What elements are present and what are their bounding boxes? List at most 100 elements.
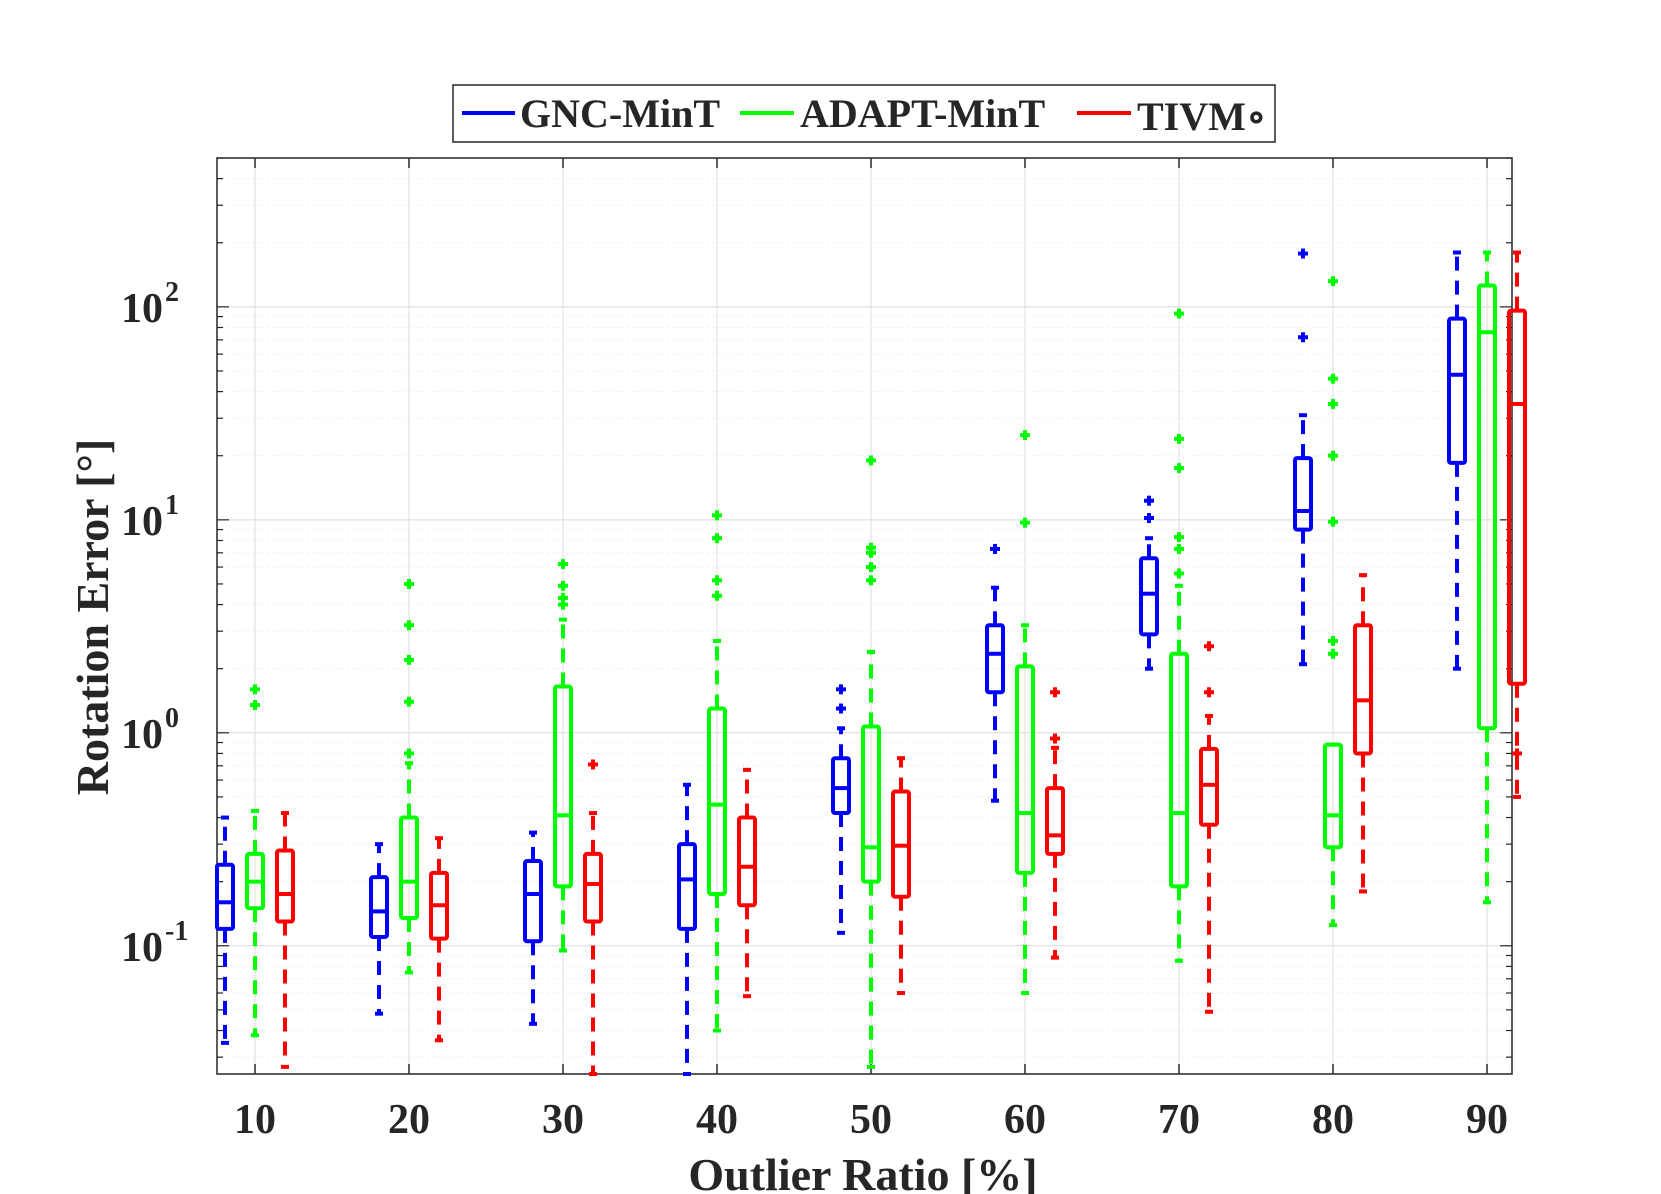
outlier-marker [866, 455, 876, 466]
box-iqr [1507, 308, 1527, 686]
outlier-marker [990, 543, 1000, 554]
box-adapt-mint-20 [399, 578, 419, 975]
outlier-marker [1020, 430, 1030, 441]
y-tick-label-exponent: -1 [165, 916, 188, 947]
box-iqr [1293, 456, 1313, 532]
box-iqr [1447, 316, 1467, 465]
outlier-marker [712, 510, 722, 521]
box-tivm-80 [1353, 573, 1373, 894]
box-iqr [1323, 742, 1343, 850]
box-tivm-60 [1045, 687, 1065, 960]
box-tivm-20 [429, 836, 449, 1043]
outlier-marker [1298, 248, 1308, 259]
y-tick-label: 10 0 [121, 703, 179, 758]
x-tick-label: 90 [1466, 1097, 1508, 1143]
outlier-marker [866, 575, 876, 586]
box-gnc-mint-90 [1447, 250, 1467, 671]
y-tick-label-exponent: 0 [165, 703, 179, 734]
outlier-marker [404, 578, 414, 589]
box-adapt-mint-50 [861, 455, 881, 1069]
outlier-marker [250, 684, 260, 695]
box-tivm-30 [583, 759, 603, 1076]
box-gnc-mint-70 [1139, 495, 1159, 671]
outlier-marker [1512, 748, 1522, 759]
box-adapt-mint-40 [707, 510, 727, 1033]
outlier-marker [1174, 568, 1184, 579]
y-tick-label-base: 10 [121, 286, 163, 332]
box-iqr [677, 842, 697, 931]
box-iqr [1199, 746, 1219, 827]
outlier-marker [1328, 276, 1338, 287]
box-iqr [707, 706, 727, 897]
outlier-marker [404, 696, 414, 707]
box-adapt-mint-30 [553, 559, 573, 953]
x-tick-label: 20 [388, 1097, 430, 1143]
outlier-marker [404, 654, 414, 665]
box-iqr [831, 756, 851, 816]
y-tick-label-base: 10 [121, 499, 163, 545]
outlier-marker [1174, 543, 1184, 554]
box-gnc-mint-50 [831, 684, 851, 935]
box-gnc-mint-60 [985, 543, 1005, 803]
legend-label-gnc-mint: GNC-MinT [520, 91, 720, 136]
box-iqr [275, 848, 295, 924]
outlier-marker [1050, 733, 1060, 744]
legend-box [452, 84, 1276, 143]
box-iqr [399, 815, 419, 921]
outlier-marker [1050, 687, 1060, 698]
y-tick-label-exponent: 2 [165, 277, 179, 308]
y-tick-label-exponent: 1 [165, 490, 179, 521]
y-tick-label-base: 10 [121, 925, 163, 971]
outlier-marker [1298, 332, 1308, 343]
outlier-marker [1174, 463, 1184, 474]
outlier-marker [404, 748, 414, 759]
outlier-marker [836, 703, 846, 714]
box-gnc-mint-10 [215, 815, 235, 1045]
outlier-marker [1174, 532, 1184, 543]
y-tick-label: 10 -1 [121, 916, 188, 971]
box-gnc-mint-20 [369, 842, 389, 1016]
box-iqr [737, 815, 757, 908]
x-tick-label: 10 [234, 1097, 276, 1143]
outlier-marker [1328, 648, 1338, 659]
box-iqr [523, 859, 543, 944]
box-iqr [1015, 664, 1035, 875]
box-iqr [583, 851, 603, 924]
box-iqr [1477, 283, 1497, 731]
legend: GNC-MinT ADAPT-MinT TIVM∘ [452, 84, 1276, 143]
outlier-marker [712, 590, 722, 601]
outlier-marker [558, 592, 568, 603]
legend-label-tivm: TIVM∘ [1137, 94, 1267, 139]
y-tick-label-base: 10 [121, 712, 163, 758]
box-tivm-40 [737, 767, 757, 999]
x-tick-label: 70 [1158, 1097, 1200, 1143]
box-adapt-mint-90 [1477, 250, 1497, 905]
outlier-marker [1174, 308, 1184, 319]
outlier-marker [1204, 687, 1214, 698]
x-tick-label: 60 [1004, 1097, 1046, 1143]
x-axis-label: Outlier Ratio [%] [688, 1149, 1037, 1194]
box-tivm-10 [275, 811, 295, 1069]
outlier-marker [866, 562, 876, 573]
box-iqr [1353, 623, 1373, 756]
legend-label-adapt-mint: ADAPT-MinT [800, 91, 1046, 136]
y-tick-label: 10 1 [121, 490, 179, 545]
outlier-marker [1204, 641, 1214, 652]
x-tick-label: 40 [696, 1097, 738, 1143]
box-iqr [1139, 556, 1159, 637]
outlier-marker [1144, 495, 1154, 506]
box-iqr [1045, 786, 1065, 856]
outlier-marker [1020, 517, 1030, 528]
x-tick-label: 50 [850, 1097, 892, 1143]
outlier-marker [588, 759, 598, 770]
outlier-marker [1328, 635, 1338, 646]
outlier-marker [250, 700, 260, 711]
box-iqr [215, 862, 235, 931]
box-iqr [369, 875, 389, 939]
box-tivm-90 [1507, 250, 1527, 799]
box-tivm-50 [891, 756, 911, 996]
outlier-marker [1328, 516, 1338, 527]
box-iqr [553, 684, 573, 889]
outlier-marker [558, 580, 568, 591]
